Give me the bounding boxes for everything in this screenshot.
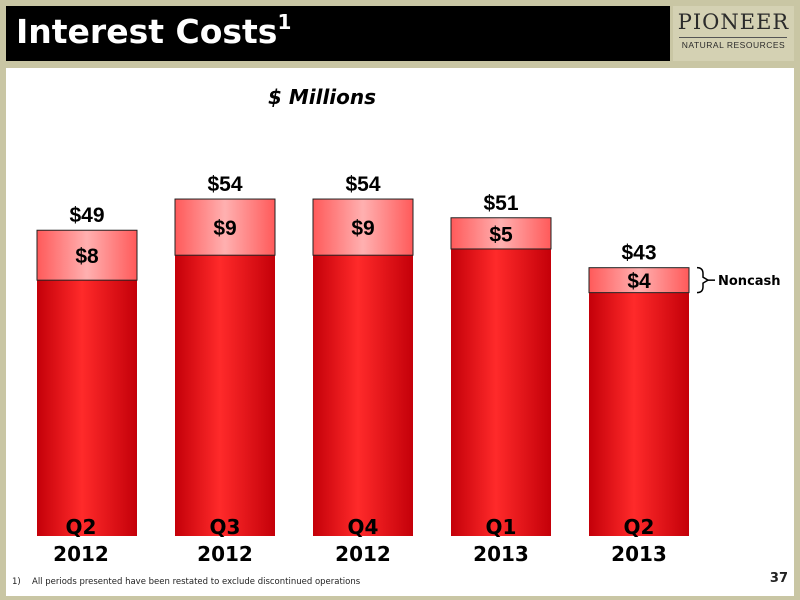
category-label-quarter-0: Q2 — [66, 515, 97, 539]
bar-cash-3 — [451, 248, 551, 536]
category-label-quarter-2: Q4 — [348, 515, 379, 539]
category-label-year-2: 2012 — [335, 542, 391, 566]
bar-noncash-0 — [36, 229, 138, 281]
bar-noncash-1 — [174, 198, 276, 256]
bar-noncash-2 — [312, 198, 414, 256]
header-bar: Interest Costs1 — [6, 6, 670, 61]
total-label-1: $54 — [207, 173, 242, 196]
category-label-year-3: 2013 — [473, 542, 529, 566]
noncash-label-3: $5 — [489, 223, 513, 246]
total-label-2: $54 — [345, 173, 380, 196]
footnote: 1) All periods presented have been restat… — [12, 577, 360, 587]
noncash-label-0: $8 — [75, 245, 99, 268]
page-title: Interest Costs1 — [16, 10, 292, 51]
legend-noncash-label: Noncash — [718, 274, 781, 289]
total-label-4: $43 — [621, 242, 656, 265]
footnote-number: 1) — [12, 577, 21, 587]
logo-divider — [679, 37, 787, 38]
noncash-bracket — [696, 266, 710, 294]
noncash-label-1: $9 — [213, 217, 236, 240]
company-logo: PIONEER NATURAL RESOURCES — [673, 6, 794, 61]
category-label-quarter-4: Q2 — [624, 515, 655, 539]
noncash-label-4: $4 — [627, 270, 651, 293]
chart-title: $ Millions — [268, 85, 376, 109]
category-label-quarter-1: Q3 — [210, 515, 241, 539]
category-label-year-0: 2012 — [53, 542, 109, 566]
logo-name: PIONEER — [677, 10, 790, 34]
category-label-year-4: 2013 — [611, 542, 667, 566]
noncash-label-2: $9 — [351, 217, 374, 240]
title-footnote-marker: 1 — [277, 10, 292, 34]
total-label-3: $51 — [483, 192, 518, 215]
interest-costs-chart: $ Millions $8 $49 Q2 2012 $9 $54 Q3 2012 $9 $54 Q4 2… — [36, 85, 781, 566]
category-label-year-1: 2012 — [197, 542, 253, 566]
chart-panel: $ Millions $8 $49 Q2 2012 $9 $54 Q3 2012 $9 $54 Q4 2… — [6, 68, 794, 596]
bar-noncash-4 — [588, 267, 690, 294]
bar-cash-2 — [313, 255, 413, 536]
bar-cash-4 — [589, 292, 689, 536]
bar-noncash-3 — [450, 217, 552, 250]
category-label-quarter-3: Q1 — [486, 515, 517, 539]
bar-cash-1 — [175, 255, 275, 536]
footnote-text: All periods presented have been restated… — [32, 577, 361, 587]
logo-subtitle: NATURAL RESOURCES — [681, 40, 786, 50]
total-label-0: $49 — [69, 204, 104, 227]
bar-cash-0 — [37, 280, 137, 536]
page-number: 37 — [769, 571, 788, 586]
